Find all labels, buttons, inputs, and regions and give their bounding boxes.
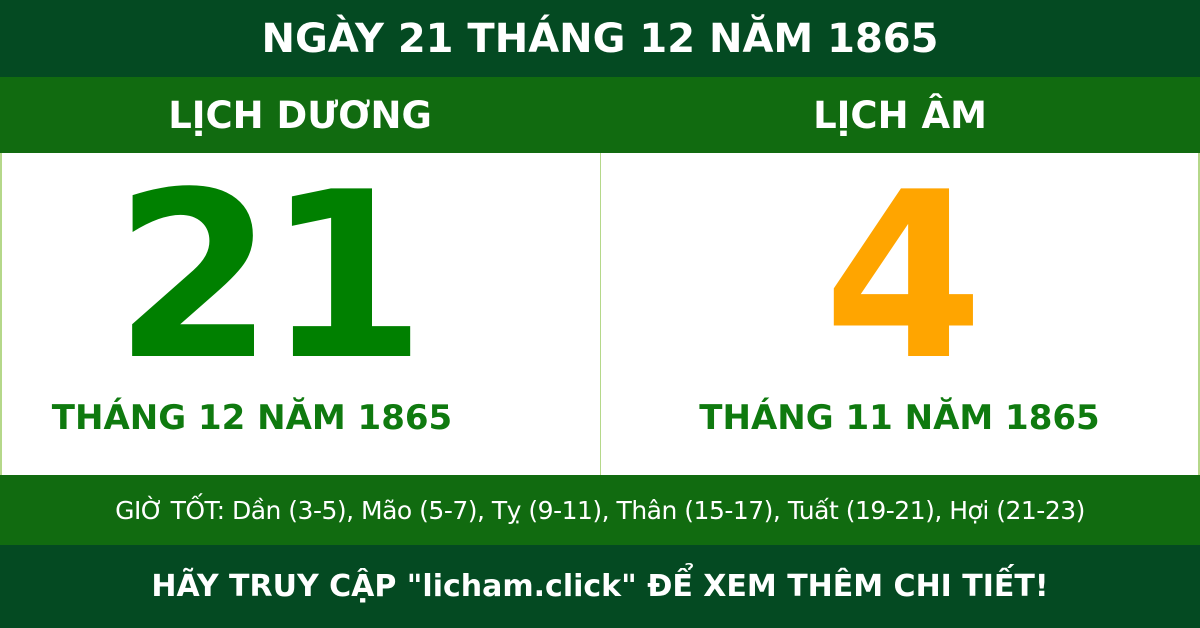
solar-heading: LỊCH DƯƠNG bbox=[168, 93, 432, 137]
lunar-month-year: THÁNG 11 NĂM 1865 bbox=[699, 398, 1100, 438]
good-hours: GIỜ TỐT: Dần (3-5), Mão (5-7), Tỵ (9-11)… bbox=[0, 475, 1200, 545]
page-title: NGÀY 21 THÁNG 12 NĂM 1865 bbox=[0, 0, 1200, 77]
calendar-headings: LỊCH DƯƠNG LỊCH ÂM bbox=[0, 77, 1200, 153]
lunar-day: 4 bbox=[823, 144, 983, 411]
solar-month-year: THÁNG 12 NĂM 1865 bbox=[51, 398, 453, 438]
solar-panel: 21 THÁNG 12 NĂM 1865 bbox=[0, 153, 600, 475]
solar-day: 21 bbox=[113, 144, 426, 411]
footer-cta: HÃY TRUY CẬP "licham.click" ĐỂ XEM THÊM … bbox=[0, 545, 1200, 628]
lunar-heading: LỊCH ÂM bbox=[813, 93, 987, 137]
lunar-panel: 4 THÁNG 11 NĂM 1865 bbox=[600, 153, 1200, 475]
